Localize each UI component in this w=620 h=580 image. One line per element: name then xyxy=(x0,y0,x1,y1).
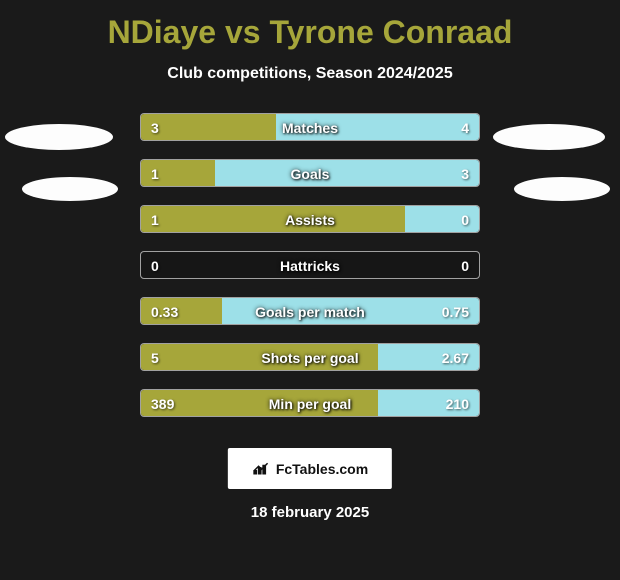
stat-label: Hattricks xyxy=(141,252,479,279)
stat-row: 10Assists xyxy=(140,205,480,233)
stat-label: Shots per goal xyxy=(141,344,479,371)
brand-text: FcTables.com xyxy=(276,461,368,477)
stat-row: 52.67Shots per goal xyxy=(140,343,480,371)
decorative-ellipse xyxy=(514,177,610,201)
stat-label: Matches xyxy=(141,114,479,141)
stat-row: 0.330.75Goals per match xyxy=(140,297,480,325)
stat-row: 00Hattricks xyxy=(140,251,480,279)
stat-label: Assists xyxy=(141,206,479,233)
stat-row: 34Matches xyxy=(140,113,480,141)
decorative-ellipse xyxy=(5,124,113,150)
stat-label: Goals xyxy=(141,160,479,187)
stat-label: Goals per match xyxy=(141,298,479,325)
comparison-subtitle: Club competitions, Season 2024/2025 xyxy=(0,65,620,83)
stats-chart: 34Matches 13Goals 10Assists 00Hattricks 0.33… xyxy=(140,113,480,417)
stat-row: 13Goals xyxy=(140,159,480,187)
comparison-title: NDiaye vs Tyrone Conraad xyxy=(0,0,620,51)
chart-icon xyxy=(252,458,270,479)
date-caption: 18 february 2025 xyxy=(0,504,620,521)
decorative-ellipse xyxy=(493,124,605,150)
stat-row: 389210Min per goal xyxy=(140,389,480,417)
decorative-ellipse xyxy=(22,177,118,201)
stat-label: Min per goal xyxy=(141,390,479,417)
brand-badge[interactable]: FcTables.com xyxy=(228,448,392,489)
